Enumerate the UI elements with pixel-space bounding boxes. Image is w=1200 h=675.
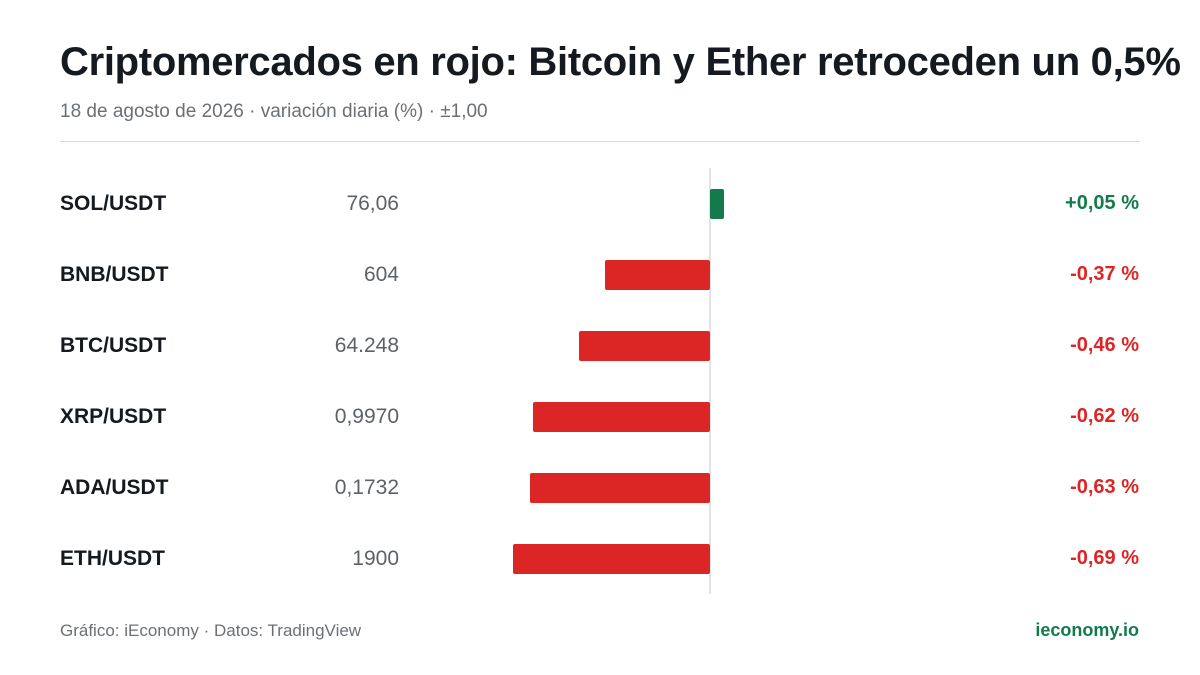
pair-label: BTC/USDT bbox=[60, 334, 167, 357]
pair-label: XRP/USDT bbox=[60, 405, 167, 428]
change-bar bbox=[533, 402, 710, 432]
pair-label: BNB/USDT bbox=[60, 263, 169, 286]
change-value-label: -0,46 % bbox=[1070, 334, 1139, 356]
chart-row: ADA/USDT 0,1732 -0,63 % bbox=[0, 468, 1200, 508]
change-bar bbox=[604, 260, 710, 290]
change-bar bbox=[513, 544, 710, 574]
pair-label: ETH/USDT bbox=[60, 547, 165, 570]
chart-subtitle: 18 de agosto de 2026 · variación diaria … bbox=[60, 101, 488, 122]
chart-row: SOL/USDT 76,06 +0,05 % bbox=[0, 184, 1200, 224]
change-value-label: -0,62 % bbox=[1070, 405, 1139, 427]
change-bar bbox=[578, 331, 710, 361]
price-label: 0,9970 bbox=[334, 405, 399, 428]
chart-row: BTC/USDT 64.248 -0,46 % bbox=[0, 326, 1200, 366]
pair-label: ADA/USDT bbox=[60, 476, 169, 499]
change-value-label: -0,63 % bbox=[1070, 476, 1139, 498]
change-value-label: +0,05 % bbox=[1065, 192, 1139, 214]
chart-row: XRP/USDT 0,9970 -0,62 % bbox=[0, 397, 1200, 437]
price-label: 604 bbox=[363, 263, 399, 286]
change-bar bbox=[710, 189, 725, 219]
change-bar bbox=[530, 473, 710, 503]
source-credit: Gráfico: iEconomy · Datos: TradingView bbox=[60, 621, 362, 640]
chart-title: Criptomercados en rojo: Bitcoin y Ether … bbox=[60, 40, 1181, 84]
chart-row: ETH/USDT 1900 -0,69 % bbox=[0, 539, 1200, 579]
pair-label: SOL/USDT bbox=[60, 192, 167, 215]
change-value-label: -0,69 % bbox=[1070, 547, 1139, 569]
brand-link[interactable]: ieconomy.io bbox=[1035, 620, 1139, 640]
price-label: 76,06 bbox=[346, 192, 399, 215]
header-divider bbox=[60, 141, 1140, 142]
change-value-label: -0,37 % bbox=[1070, 263, 1139, 285]
price-label: 64.248 bbox=[334, 334, 399, 357]
zero-axis-line bbox=[709, 168, 711, 594]
chart-row: BNB/USDT 604 -0,37 % bbox=[0, 255, 1200, 295]
price-label: 0,1732 bbox=[334, 476, 399, 499]
price-label: 1900 bbox=[352, 547, 399, 570]
